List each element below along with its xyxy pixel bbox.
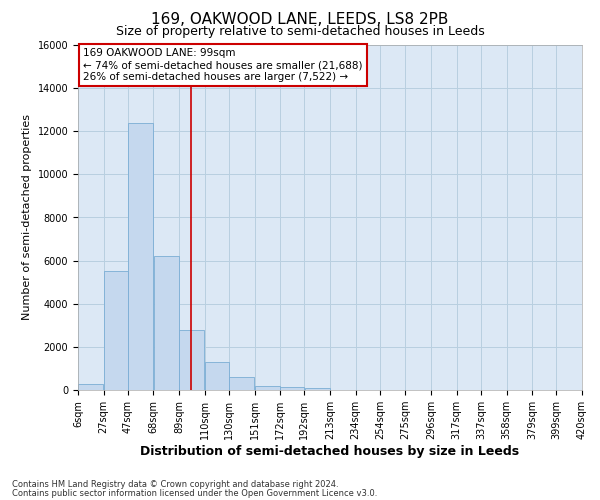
Text: Contains HM Land Registry data © Crown copyright and database right 2024.: Contains HM Land Registry data © Crown c… xyxy=(12,480,338,489)
Bar xyxy=(280,387,304,390)
Bar xyxy=(255,386,280,390)
Text: 169, OAKWOOD LANE, LEEDS, LS8 2PB: 169, OAKWOOD LANE, LEEDS, LS8 2PB xyxy=(151,12,449,28)
Bar xyxy=(305,388,330,390)
Bar xyxy=(78,384,103,390)
Text: Contains public sector information licensed under the Open Government Licence v3: Contains public sector information licen… xyxy=(12,488,377,498)
Text: 169 OAKWOOD LANE: 99sqm
← 74% of semi-detached houses are smaller (21,688)
26% o: 169 OAKWOOD LANE: 99sqm ← 74% of semi-de… xyxy=(83,48,362,82)
Bar xyxy=(179,330,205,390)
Bar xyxy=(104,272,128,390)
Bar xyxy=(205,362,229,390)
Bar xyxy=(128,122,153,390)
X-axis label: Distribution of semi-detached houses by size in Leeds: Distribution of semi-detached houses by … xyxy=(140,445,520,458)
Bar xyxy=(154,256,179,390)
Y-axis label: Number of semi-detached properties: Number of semi-detached properties xyxy=(22,114,32,320)
Text: Size of property relative to semi-detached houses in Leeds: Size of property relative to semi-detach… xyxy=(116,25,484,38)
Bar xyxy=(229,377,254,390)
